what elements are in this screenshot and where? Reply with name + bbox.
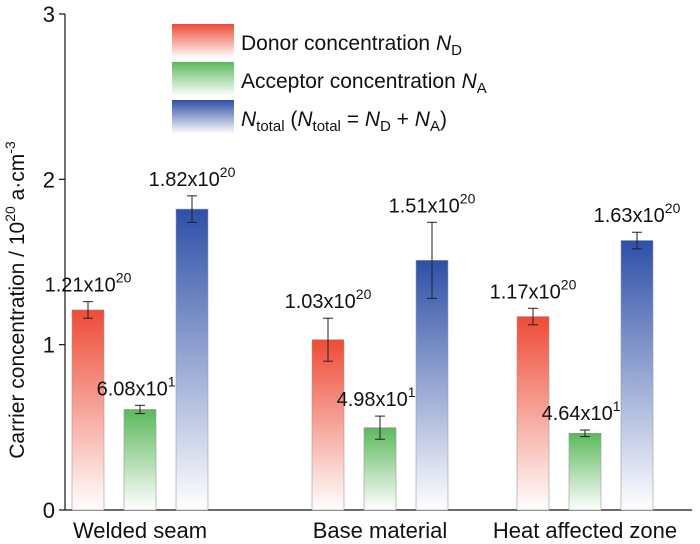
x-category-label: Base material [313,518,448,543]
legend: Donor concentration ND Acceptor concentr… [172,24,487,135]
data-label: 4.98x1019 [337,384,424,411]
data-label: 1.03x1020 [285,286,372,313]
y-tick-label: 3 [43,2,55,27]
data-label: 1.17x1020 [490,276,577,303]
legend-swatch-acceptor [172,62,234,96]
legend-swatch-total [172,100,234,134]
legend-label-acceptor: Acceptor concentration NA [241,70,487,97]
bar [415,260,449,511]
data-label: 1.82x1020 [149,164,236,191]
bar [175,208,209,511]
data-label: 1.51x1020 [389,190,476,217]
data-label: 6.08x1019 [97,373,184,400]
legend-label-donor: Donor concentration ND [241,32,462,59]
bar [620,240,654,511]
data-label: 1.21x1020 [45,270,132,297]
data-label: 1.63x1020 [594,200,681,227]
legend-swatch-donor [172,24,234,58]
bar [123,409,157,511]
bar [363,427,397,511]
bar [71,309,105,511]
plot-area: 0 1 2 3 1.21x1020 1.03x1020 1.17x1020 6.08x1019… [43,2,692,543]
bar [568,432,602,511]
y-tick-label: 2 [43,167,55,192]
legend-label-total: Ntotal (Ntotal = ND + NA) [241,108,447,135]
x-category-label: Heat affected zone [493,518,677,543]
y-tick-label: 1 [43,333,55,358]
x-category-label: Welded seam [73,518,207,543]
bar [311,339,345,511]
y-tick-label: 0 [43,498,55,523]
data-label: 4.64x1019 [542,398,629,425]
y-axis-title: Carrier concentration / 1020 a·cm-3 [2,141,29,459]
